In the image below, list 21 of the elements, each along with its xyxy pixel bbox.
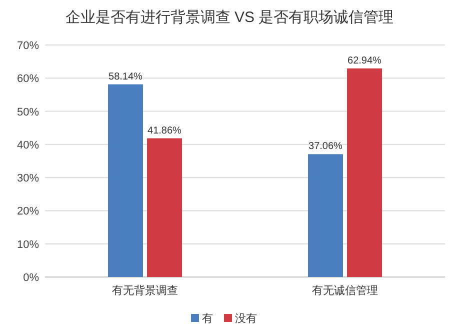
bar	[108, 84, 143, 277]
data-label: 58.14%	[108, 71, 143, 82]
chart-title: 企业是否有进行背景调查 VS 是否有职场诚信管理	[65, 9, 394, 26]
bar	[347, 68, 382, 277]
data-label: 62.94%	[348, 55, 382, 66]
data-label: 37.06%	[308, 141, 343, 152]
x-tick-label: 有无背景调查	[112, 284, 178, 297]
y-tick-label: 50%	[16, 106, 40, 118]
y-tick-label: 40%	[16, 139, 40, 152]
bar	[147, 138, 182, 277]
y-tick-label: 10%	[16, 238, 40, 251]
legend-label: 有	[202, 313, 213, 325]
y-tick-label: 70%	[16, 40, 40, 52]
bar	[308, 154, 343, 277]
y-tick-label: 20%	[16, 206, 40, 218]
data-label: 41.86%	[148, 125, 182, 136]
y-tick-label: 0%	[23, 272, 40, 284]
legend-label: 没有	[235, 313, 257, 325]
y-tick-label: 60%	[16, 73, 40, 86]
y-tick-label: 30%	[16, 172, 40, 185]
x-tick-label: 有无诚信管理	[312, 284, 378, 297]
